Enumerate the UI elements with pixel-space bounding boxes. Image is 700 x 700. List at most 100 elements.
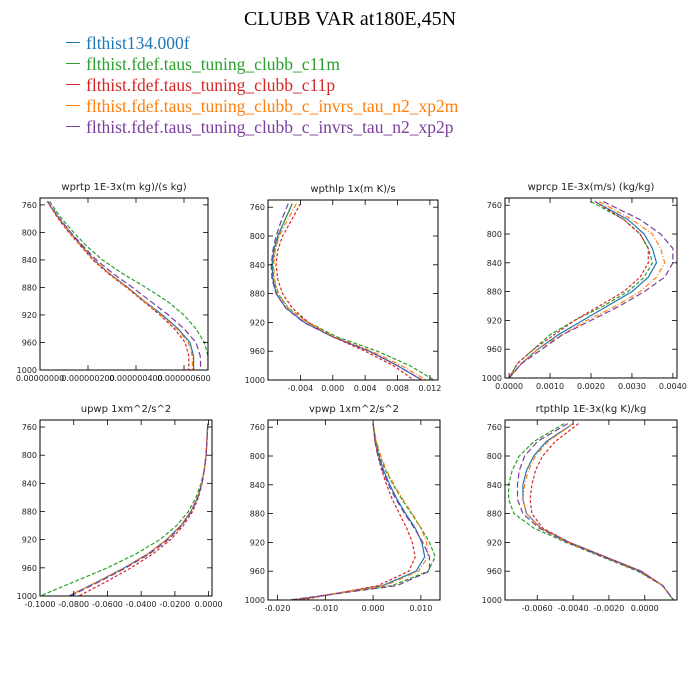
- plot-frame: [267, 199, 439, 381]
- series-line-1: [508, 201, 658, 378]
- series-line-1: [296, 423, 426, 600]
- legend-label-1: flthist134.000f: [86, 33, 190, 53]
- panel-1: wprtp 1E-3x(m kg)/(s kg) 760 800 840 880 920 9…: [16, 182, 211, 383]
- y-tick-label: 960: [250, 347, 265, 356]
- x-tick-label: 0.0020: [577, 382, 605, 391]
- series-line-4: [294, 423, 429, 600]
- series-line-3: [275, 203, 415, 380]
- series-line-4: [46, 201, 193, 370]
- y-tick-label: 760: [250, 203, 265, 212]
- legend-swatch-5: [66, 126, 80, 128]
- y-tick-label: 1000: [245, 596, 265, 605]
- x-tick-label: -0.0800: [58, 600, 89, 609]
- y-tick-label: 760: [487, 423, 502, 432]
- legend-item: flthist.fdef.taus_tuning_clubb_c11p: [66, 75, 458, 96]
- y-tick-label: 920: [250, 318, 265, 327]
- panel-6: rtpthlp 1E-3x(kg K)/kg 760 800 840 880 920 960…: [482, 404, 678, 613]
- x-tick-label: -0.004: [287, 384, 313, 393]
- y-tick-label: 840: [250, 481, 265, 490]
- y-tick-label: 840: [487, 481, 502, 490]
- series-line-3: [301, 423, 416, 600]
- y-tick-label: 920: [22, 536, 37, 545]
- plot-frame: [267, 419, 441, 601]
- y-tick-label: 800: [22, 228, 37, 237]
- x-tick-label: 0.000000400: [109, 374, 162, 383]
- x-tick-label: 0.012: [418, 384, 441, 393]
- x-tick-label: -0.0040: [558, 604, 589, 613]
- x-tick-label: -0.0600: [92, 600, 123, 609]
- series-line-2: [49, 201, 208, 370]
- y-tick-label: 800: [22, 451, 37, 460]
- y-tick-label: 920: [487, 538, 502, 547]
- x-tick-label: 0.0000: [631, 604, 659, 613]
- y-tick-label: 840: [487, 259, 502, 268]
- y-tick-label: 960: [487, 345, 502, 354]
- y-tick-label: 880: [250, 290, 265, 299]
- panel-title: upwp 1xm^2/s^2: [81, 404, 171, 415]
- legend-item: flthist.fdef.taus_tuning_clubb_c_invrs_t…: [66, 117, 458, 138]
- x-tick-label: -0.010: [312, 604, 338, 613]
- x-tick-label: 0.004: [354, 384, 377, 393]
- y-tick-label: 1000: [17, 366, 37, 375]
- series-line-3: [508, 201, 649, 378]
- series-line-2: [272, 203, 435, 380]
- y-tick-label: 760: [487, 201, 502, 210]
- x-tick-label: -0.0020: [593, 604, 624, 613]
- legend-item: flthist134.000f: [66, 33, 458, 54]
- legend-label-5: flthist.fdef.taus_tuning_clubb_c_invrs_t…: [86, 117, 454, 137]
- x-tick-label: 0.0000: [495, 382, 523, 391]
- y-tick-label: 800: [250, 452, 265, 461]
- x-tick-label: -0.020: [265, 604, 291, 613]
- x-tick-label: -0.0060: [522, 604, 553, 613]
- series-line-2: [508, 423, 674, 600]
- series-line-5: [516, 423, 674, 600]
- plot-frame: [504, 419, 678, 601]
- panel-4: upwp 1xm^2/s^2 760 800 840 880 920 960 1000-0.1…: [17, 404, 223, 609]
- x-tick-label: 0.008: [386, 384, 409, 393]
- plot-frame: [39, 419, 213, 597]
- series-line-5: [47, 201, 202, 370]
- y-tick-label: 760: [22, 423, 37, 432]
- series-line-1: [522, 423, 674, 600]
- panel-3: wprcp 1E-3x(m/s) (kg/kg) 760 800 840 880 920 9…: [482, 182, 687, 391]
- panel-title: wpthlp 1x(m K)/s: [310, 184, 395, 195]
- series-line-5: [70, 423, 209, 596]
- series-line-1: [68, 423, 209, 596]
- legend-swatch-3: [66, 84, 80, 86]
- y-tick-label: 1000: [245, 376, 265, 385]
- x-tick-label: 0.010: [409, 604, 432, 613]
- panel-5: vpwp 1xm^2/s^27608008408809209601000-0.0…: [245, 404, 441, 613]
- y-tick-label: 880: [22, 283, 37, 292]
- x-tick-label: 0.0040: [659, 382, 687, 391]
- legend-label-2: flthist.fdef.taus_tuning_clubb_c11m: [86, 54, 341, 74]
- x-tick-label: 0.000: [321, 384, 344, 393]
- y-tick-label: 960: [250, 567, 265, 576]
- series-line-3: [529, 423, 674, 600]
- x-tick-label: 0.00000000: [16, 374, 64, 383]
- y-tick-label: 760: [22, 201, 37, 210]
- y-tick-label: 840: [250, 261, 265, 270]
- panel-2: wpthlp 1x(m K)/s 760 800 840 880 920 960 1000 -0…: [245, 184, 442, 393]
- series-line-2: [40, 423, 209, 596]
- y-tick-label: 960: [487, 567, 502, 576]
- series-line-2: [291, 423, 436, 600]
- y-tick-label: 1000: [482, 596, 502, 605]
- x-tick-label: -0.1000: [25, 600, 56, 609]
- y-tick-label: 760: [250, 423, 265, 432]
- y-tick-label: 920: [487, 316, 502, 325]
- x-tick-label: 0.0030: [618, 382, 646, 391]
- series-line-5: [270, 203, 423, 380]
- legend-swatch-1: [66, 42, 80, 44]
- x-tick-label: -0.0400: [126, 600, 157, 609]
- x-tick-label: 0.0010: [536, 382, 564, 391]
- y-tick-label: 960: [22, 564, 37, 573]
- y-tick-label: 840: [22, 256, 37, 265]
- y-tick-label: 880: [487, 288, 502, 297]
- panel-title: wprcp 1E-3x(m/s) (kg/kg): [528, 182, 655, 193]
- series-line-2: [508, 201, 654, 378]
- legend-item: flthist.fdef.taus_tuning_clubb_c11m: [66, 54, 458, 75]
- y-tick-label: 880: [487, 510, 502, 519]
- y-tick-label: 1000: [482, 374, 502, 383]
- legend-label-4: flthist.fdef.taus_tuning_clubb_c_invrs_t…: [86, 96, 459, 116]
